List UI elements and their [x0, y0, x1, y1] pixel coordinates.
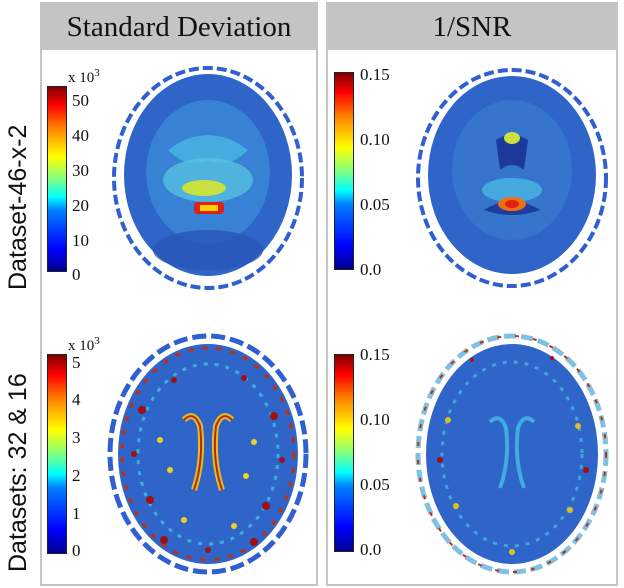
multiplier-exponent: 3 — [94, 67, 100, 79]
tick-label: 3 — [72, 428, 81, 447]
tick-label: 0.05 — [360, 475, 390, 494]
colorbar-std-top — [47, 86, 67, 272]
tick-label: 20 — [72, 196, 89, 215]
tick-label: 50 — [72, 91, 89, 110]
colorbar-multiplier-std-top: x 103 — [68, 66, 100, 86]
tick-label: 0.10 — [360, 410, 390, 429]
brain-map-snr-top — [416, 68, 608, 288]
brain-map-snr-bottom — [415, 333, 609, 575]
tick-label: 10 — [72, 231, 89, 250]
tick-label: 0 — [72, 541, 81, 560]
tick-label: 0 — [72, 265, 81, 284]
tick-label: 1 — [72, 504, 81, 523]
multiplier-base: x 10 — [68, 70, 95, 86]
column-header-standard-deviation: Standard Deviation — [42, 4, 316, 50]
brain-map-std-top — [112, 66, 304, 290]
colorbar-multiplier-std-bottom: x 103 — [68, 334, 100, 354]
tick-label: 0.05 — [360, 195, 390, 214]
multiplier-exponent: 3 — [94, 335, 100, 347]
tick-label: 0.10 — [360, 130, 390, 149]
tick-label: 0.15 — [360, 345, 390, 364]
tick-label: 30 — [72, 161, 89, 180]
column-header-1-snr: 1/SNR — [328, 4, 616, 50]
row-label-datasets-32-16: Datasets: 32 & 16 — [4, 373, 32, 572]
tick-label: 2 — [72, 466, 81, 485]
multiplier-base: x 10 — [68, 338, 95, 354]
colorbar-std-bottom — [47, 354, 67, 554]
tick-label: 4 — [72, 390, 81, 409]
tick-label: 0.15 — [360, 65, 390, 84]
tick-label: 0.0 — [360, 540, 382, 559]
tick-label: 0.0 — [360, 260, 382, 279]
brain-map-std-bottom — [107, 333, 309, 575]
colorbar-snr-bottom — [334, 354, 354, 552]
tick-label: 40 — [72, 126, 89, 145]
row-label-dataset-46-x-2: Dataset-46-x-2 — [4, 124, 32, 290]
colorbar-snr-top — [334, 72, 354, 270]
tick-label: 5 — [72, 353, 81, 372]
